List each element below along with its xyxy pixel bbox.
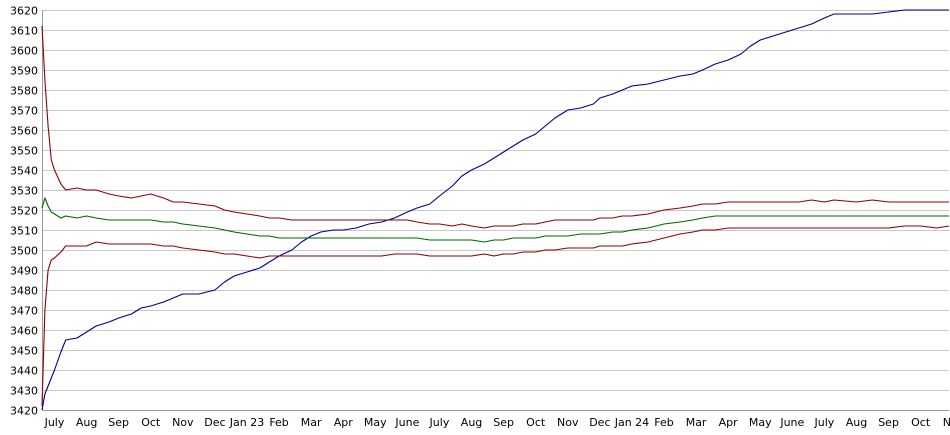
- y-tick-label: 3470: [10, 305, 38, 318]
- x-tick-label: Nov: [557, 416, 579, 429]
- x-tick-label: Aug: [846, 416, 867, 429]
- x-tick-label: Mar: [686, 416, 707, 429]
- series-line-1: [41, 9, 949, 411]
- y-tick-label: 3600: [10, 45, 38, 58]
- x-tick-label: June: [779, 416, 804, 429]
- x-tick-label: Feb: [269, 416, 288, 429]
- x-tick-label: Apr: [719, 416, 739, 429]
- y-tick-label: 3570: [10, 105, 38, 118]
- y-tick-label: 3510: [10, 225, 38, 238]
- series-lines: [41, 9, 950, 411]
- y-tick-label: 3580: [10, 85, 38, 98]
- series-line-2: [41, 25, 949, 229]
- x-tick-label: July: [429, 416, 450, 429]
- y-tick-label: 3490: [10, 265, 38, 278]
- x-tick-label: Sep: [108, 416, 129, 429]
- x-tick-label: May: [749, 416, 772, 429]
- y-tick-label: 3530: [10, 185, 38, 198]
- axes: [42, 10, 949, 411]
- x-tick-label: Oct: [141, 416, 161, 429]
- x-tick-label: Feb: [654, 416, 673, 429]
- y-tick-label: 3430: [10, 385, 38, 398]
- x-tick-label: Aug: [461, 416, 482, 429]
- x-tick-label: Sep: [878, 416, 899, 429]
- x-tick-label: May: [364, 416, 387, 429]
- y-tick-label: 3440: [10, 365, 38, 378]
- series-line-4: [41, 225, 950, 407]
- x-tick-label: June: [394, 416, 419, 429]
- y-tick-label: 3610: [10, 25, 38, 38]
- x-tick-label: Jan 24: [614, 416, 649, 429]
- x-tick-label: Jan 23: [229, 416, 264, 429]
- x-tick-label: July: [44, 416, 65, 429]
- y-tick-label: 3590: [10, 65, 38, 78]
- x-tick-label: Nov: [172, 416, 194, 429]
- x-tick-label: Oct: [526, 416, 546, 429]
- y-tick-label: 3540: [10, 165, 38, 178]
- x-tick-label: Aug: [76, 416, 97, 429]
- y-tick-label: 3450: [10, 345, 38, 358]
- y-tick-label: 3560: [10, 125, 38, 138]
- x-tick-label: Apr: [334, 416, 354, 429]
- x-tick-label: Sep: [493, 416, 514, 429]
- y-tick-label: 3460: [10, 325, 38, 338]
- y-tick-label: 3550: [10, 145, 38, 158]
- y-tick-label: 3620: [10, 5, 38, 18]
- y-tick-label: 3520: [10, 205, 38, 218]
- y-tick-label: 3500: [10, 245, 38, 258]
- series-line-3: [41, 197, 949, 243]
- y-tick-labels: 3420 3430 3440 3450 3460 3470 3480 3490 3500 3510…: [10, 5, 38, 418]
- x-tick-label: Oct: [911, 416, 931, 429]
- x-tick-labels: July Aug Sep Oct Nov Dec Jan 23 Feb Mar Apr May Jun…: [44, 416, 950, 429]
- y-tick-label: 3420: [10, 405, 38, 418]
- x-tick-label: Nov: [943, 416, 950, 429]
- gridlines: [42, 10, 949, 411]
- x-tick-label: Dec: [589, 416, 610, 429]
- y-tick-label: 3480: [10, 285, 38, 298]
- x-tick-label: July: [814, 416, 835, 429]
- x-tick-label: Dec: [204, 416, 225, 429]
- x-tick-label: Mar: [301, 416, 322, 429]
